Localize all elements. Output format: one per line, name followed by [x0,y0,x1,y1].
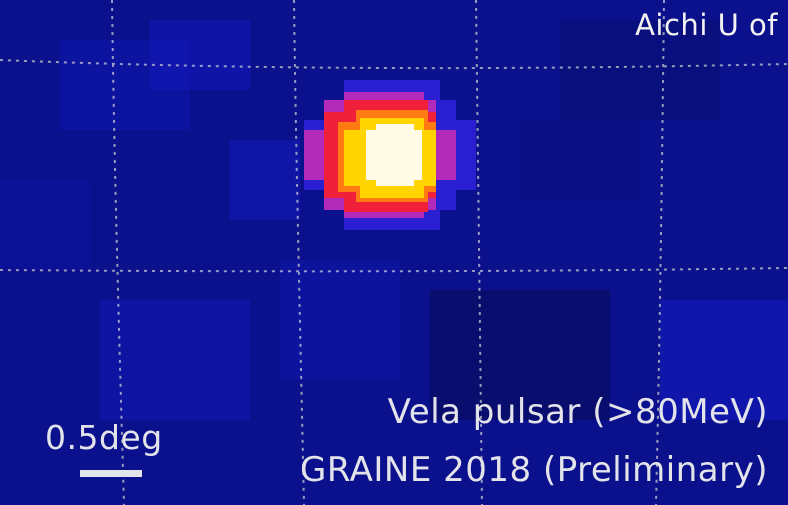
scale-bar [80,470,142,477]
corner-credit-text: Aichi U of [635,8,778,42]
scale-label: 0.5deg [45,418,163,457]
pulsar-hotspot [304,80,476,230]
source-label: Vela pulsar (>80MeV) [387,392,768,432]
experiment-label: GRAINE 2018 (Preliminary) [300,450,768,490]
